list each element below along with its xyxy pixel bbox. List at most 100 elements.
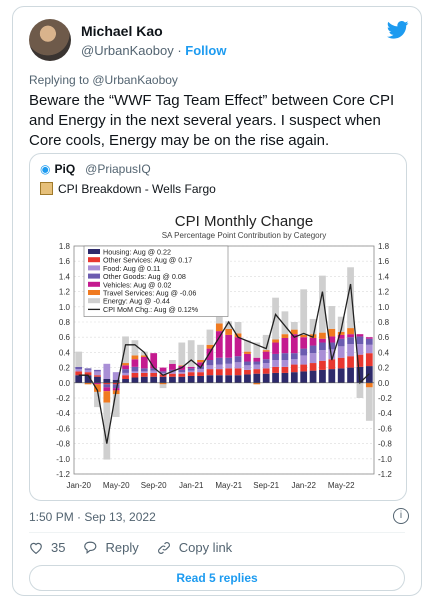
bar-segment [103,391,111,403]
timestamp[interactable]: 1:50 PM · Sep 13, 2022 [29,510,156,524]
bar-segment [319,369,326,383]
reply-button[interactable]: Reply [83,540,139,555]
bar-segment [103,382,111,385]
y-tick-label-right: 0.8 [378,318,390,327]
bar-segment [206,360,214,366]
bar-segment [122,379,129,383]
bar-segment [337,316,345,332]
quote-subtitle: CPI Breakdown - Wells Fargo [58,182,216,196]
y-tick-label-right: 1.0 [378,303,390,312]
bar-segment [300,334,308,338]
bar-segment [187,372,195,376]
bar-segment [122,372,129,376]
cpi-chart: CPI Monthly Change SA Percentage Point C… [34,202,402,498]
bar-segment [319,342,326,351]
y-tick-label-right: 1.2 [378,288,390,297]
bar-segment [365,382,373,388]
bar-segment [262,334,270,351]
y-tick-label-left: 0.8 [59,318,71,327]
y-tick-label-left: 1.4 [59,272,71,281]
legend-swatch [88,249,100,254]
bar-segment [159,384,167,389]
bar-segment [319,338,326,343]
bar-segment [300,289,308,335]
bar-segment [187,340,195,367]
cpi-line [78,283,370,444]
read-replies-button[interactable]: Read 5 replies [29,565,405,591]
bar-segment [94,376,101,383]
reply-label: Reply [105,540,139,555]
bar-segment [234,362,242,369]
bar-segment [206,369,214,376]
bar-segment [131,377,139,383]
legend-label: Travel Services: Aug @ -0.06 [103,289,196,298]
bar-segment [94,369,101,372]
bar-segment [347,328,354,335]
bar-segment [94,391,101,408]
bar-segment [356,344,364,355]
y-tick-label-left: -0.8 [56,440,70,449]
bar-segment [337,334,345,339]
bar-segment [225,334,233,358]
bar-segment [253,361,261,365]
bar-segment [244,365,251,370]
legend-label: Food: Aug @ 0.11 [103,264,161,273]
bar-segment [234,356,242,363]
bar-segment [84,382,92,385]
y-tick-label-right: -0.2 [378,394,392,403]
follow-button[interactable]: Follow [185,43,227,58]
quoted-tweet[interactable]: ◉ PiQ @PriapusIQ CPI Breakdown - Wells Far… [29,153,407,501]
bar-segment [112,372,120,380]
twitter-bird-icon[interactable] [387,21,409,39]
replying-to[interactable]: Replying to @UrbanKaoboy [29,73,178,87]
bar-segment [365,337,373,339]
y-tick-label-left: 1.0 [59,303,71,312]
bar-segment [290,359,298,365]
bar-segment [178,376,186,383]
bar-segment [290,322,298,330]
author-handle[interactable]: @UrbanKaoboy [81,43,174,58]
bar-segment [197,375,204,383]
bar-segment [281,311,289,335]
bar-segment [206,329,214,345]
avatar[interactable] [29,19,71,61]
bar-segment [122,363,129,366]
bar-segment [253,369,261,374]
bar-segment [272,366,279,373]
bar-segment [300,355,308,365]
info-icon[interactable]: i [393,508,409,524]
bar-segment [112,382,120,385]
bar-segment [187,368,195,371]
bar-segment [75,371,83,376]
bar-segment [197,362,204,367]
bar-segment [131,355,139,360]
x-tick-label: Jan-22 [291,481,316,490]
bar-segment [337,357,345,369]
bar-segment [150,353,158,369]
bar-segment [234,333,242,338]
legend-label: Other Goods: Aug @ 0.08 [103,272,186,281]
bar-segment [356,334,364,337]
bar-segment [253,342,261,358]
bar-segment [234,337,242,357]
y-tick-label-right: -1.0 [378,455,392,464]
bar-segment [328,336,336,343]
bar-segment [94,384,101,392]
bar-segment [150,376,158,383]
author-name[interactable]: Michael Kao [81,23,163,39]
author-handle-line: @UrbanKaoboy · Follow [81,43,226,58]
y-tick-label-left: 1.6 [59,257,71,266]
bar-segment [309,337,317,346]
bar-segment [337,368,345,383]
bar-segment [244,353,251,362]
bar-segment [131,359,139,367]
bar-segment [272,342,279,354]
bar-segment [290,364,298,373]
bar-segment [215,375,223,383]
copy-link-button[interactable]: Copy link [157,540,232,555]
y-tick-label-left: 0.2 [59,364,71,373]
bar-segment [281,372,289,383]
bar-segment [290,372,298,383]
action-bar: 35 Reply Copy link [29,540,250,555]
like-button[interactable]: 35 [29,540,65,555]
